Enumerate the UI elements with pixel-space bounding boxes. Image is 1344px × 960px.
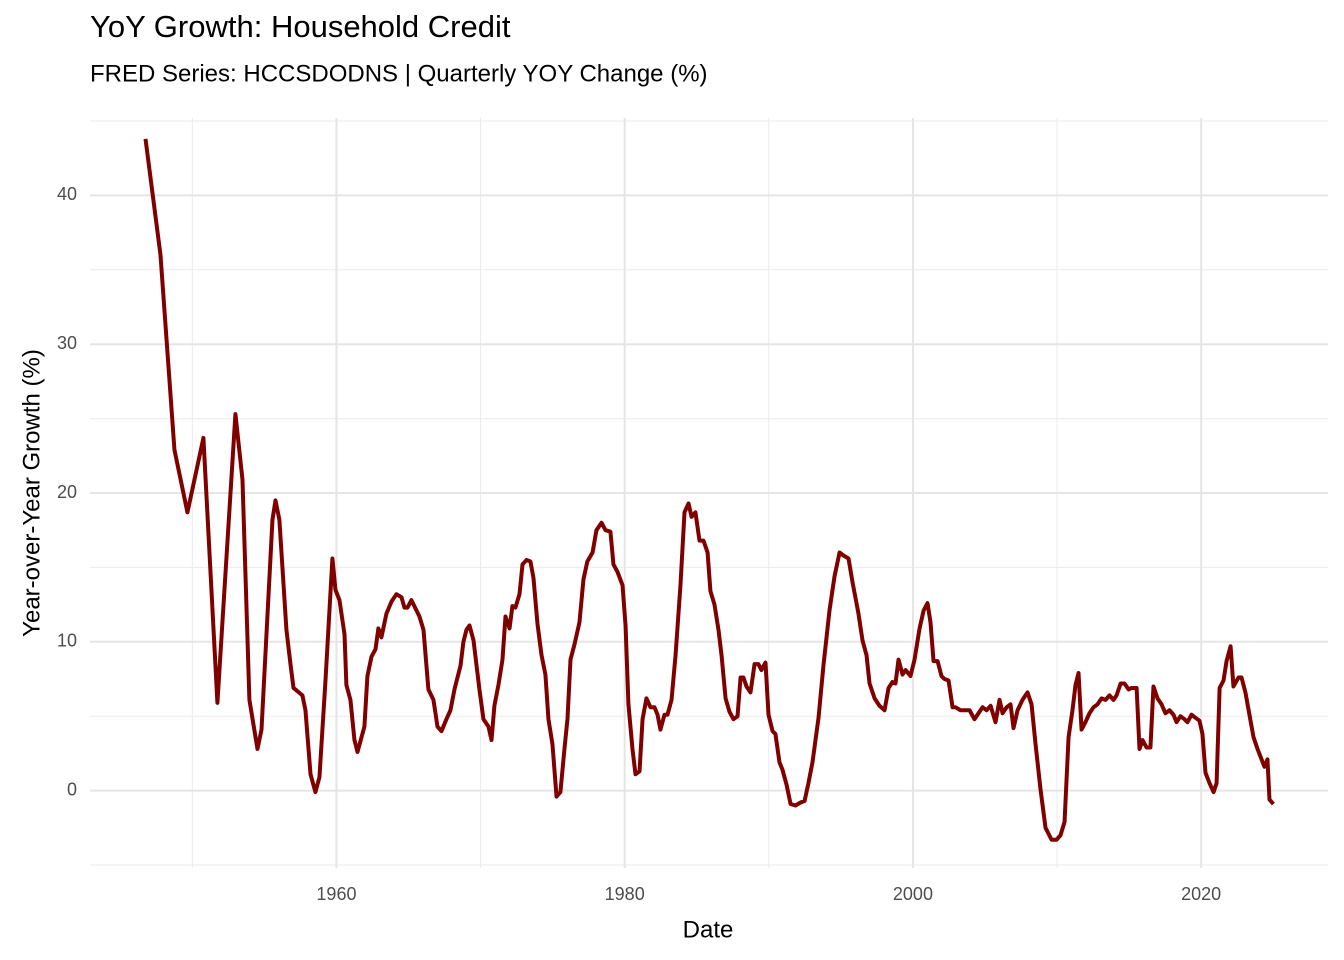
y-tick-label: 0 (67, 779, 77, 799)
x-tick-label: 1980 (605, 884, 645, 904)
y-tick-label: 40 (57, 184, 77, 204)
y-tick-label: 10 (57, 631, 77, 651)
x-axis-label: Date (683, 916, 734, 943)
chart-title: YoY Growth: Household Credit (90, 9, 511, 44)
chart-subtitle: FRED Series: HCCSDODNS | Quarterly YOY C… (90, 60, 708, 87)
y-axis-label: Year-over-Year Growth (%) (18, 349, 45, 637)
y-tick-label: 20 (57, 482, 77, 502)
x-tick-label: 1960 (316, 884, 356, 904)
data-line (143, 138, 1275, 842)
x-tick-label: 2000 (893, 884, 933, 904)
x-tick-label: 2020 (1181, 884, 1221, 904)
y-tick-label: 30 (57, 333, 77, 353)
